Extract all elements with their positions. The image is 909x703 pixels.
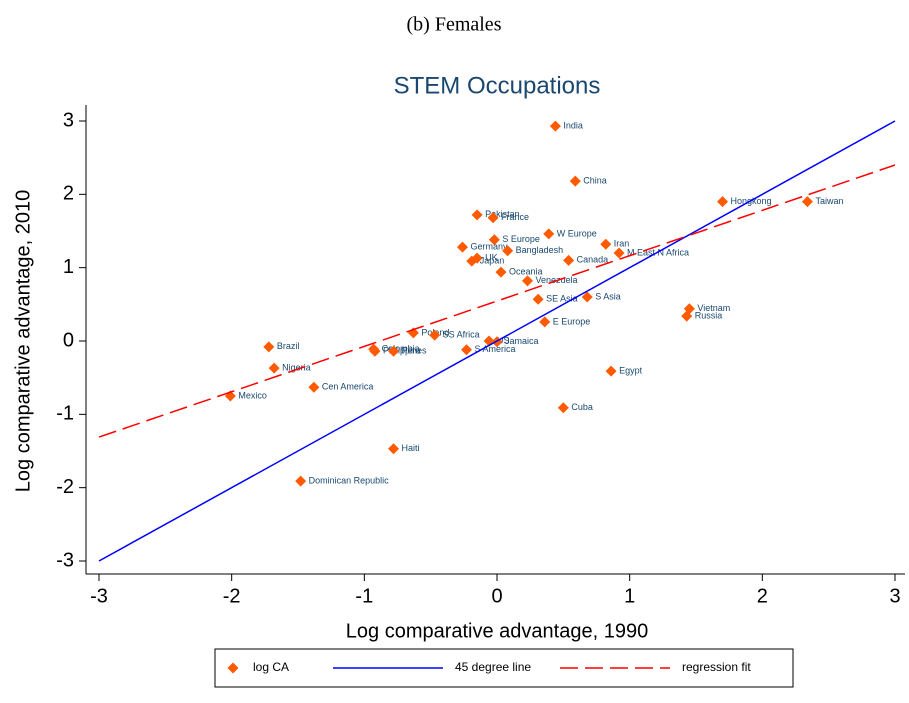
legend-marker (227, 662, 239, 674)
x-tick-label: 2 (757, 585, 768, 607)
point (388, 443, 400, 455)
point (532, 293, 544, 305)
point (539, 316, 551, 328)
point-label: Colombia (382, 343, 420, 353)
point-label: Iran (614, 239, 630, 249)
point (600, 238, 612, 250)
legend-label: log CA (253, 660, 289, 674)
point-label: Mexico (238, 390, 267, 400)
point-label: Vietnam (697, 303, 730, 313)
y-tick-label: -2 (56, 476, 74, 498)
y-tick-label: 3 (63, 109, 74, 131)
fit-line (98, 164, 896, 438)
super-title: (b) Females (407, 14, 502, 36)
x-axis-title: Log comparative advantage, 1990 (346, 620, 648, 642)
point (681, 310, 693, 322)
point (543, 228, 555, 240)
point (717, 196, 729, 208)
point-label: US (497, 335, 510, 345)
x-tick-label: 3 (889, 585, 900, 607)
x-tick-label: -3 (90, 585, 108, 607)
point-label: UK (485, 253, 498, 263)
fit-line (98, 120, 896, 562)
point (295, 475, 307, 487)
point (557, 402, 569, 414)
point-label: Oceania (509, 266, 543, 276)
legend (214, 648, 794, 688)
point-label: Germany (471, 242, 509, 252)
point (801, 196, 813, 208)
point (308, 381, 320, 393)
point-label: Peru (402, 346, 421, 356)
point-label: Taiwan (815, 196, 843, 206)
point-label: Dominican Republic (309, 475, 390, 485)
point-label: S America (474, 344, 515, 354)
point-label: Pakistan (485, 209, 520, 219)
point (487, 212, 499, 224)
point (263, 341, 275, 353)
point-label: E Europe (553, 316, 591, 326)
point-label: Cuba (571, 402, 593, 412)
y-axis-title: Log comparative advantage, 2010 (12, 190, 34, 492)
point (522, 275, 534, 287)
y-tick-label: -1 (56, 403, 74, 425)
point-label: Russia (695, 310, 723, 320)
point (460, 344, 472, 356)
legend-label: 45 degree line (455, 660, 531, 674)
point-label: Brazil (277, 341, 300, 351)
point (457, 241, 469, 253)
point (613, 247, 625, 259)
y-tick-label: 2 (63, 183, 74, 205)
point (495, 266, 507, 278)
x-tick-label: -2 (223, 585, 241, 607)
point-label: Cen America (322, 382, 374, 392)
legend-label: regression fit (682, 660, 751, 674)
point (471, 209, 483, 221)
point (581, 291, 593, 303)
x-tick-label: 0 (491, 585, 502, 607)
point (369, 345, 381, 357)
point-label: Jamaica (505, 336, 539, 346)
point (466, 255, 478, 267)
point-label: India (563, 121, 583, 131)
y-tick-label: 1 (63, 256, 74, 278)
point-label: S Europe (502, 234, 540, 244)
point (388, 345, 400, 357)
point-label: Nigeria (282, 363, 311, 373)
point-label: Bangladesh (516, 245, 564, 255)
chart-title: STEM Occupations (394, 72, 601, 99)
point-label: Philippines (383, 346, 427, 356)
x-tick-label: 1 (624, 585, 635, 607)
y-tick-label: 0 (63, 329, 74, 351)
point (605, 365, 617, 377)
point-label: China (583, 176, 607, 186)
point-label: W Europe (557, 228, 597, 238)
x-tick-label: -1 (355, 585, 373, 607)
point (502, 245, 514, 257)
point-label: SS Africa (443, 330, 480, 340)
point-label: Egypt (619, 365, 643, 375)
point-label: SE Asia (546, 294, 578, 304)
point (563, 254, 575, 266)
point-label: Haiti (402, 443, 420, 453)
point (488, 234, 500, 246)
point (268, 362, 280, 374)
point-label: Japan (480, 255, 505, 265)
point (549, 120, 561, 132)
y-tick-label: -3 (56, 549, 74, 571)
point (569, 175, 581, 187)
point-label: S Asia (595, 291, 621, 301)
point-label: Canada (577, 255, 609, 265)
point (429, 329, 441, 341)
point-label: France (501, 212, 529, 222)
